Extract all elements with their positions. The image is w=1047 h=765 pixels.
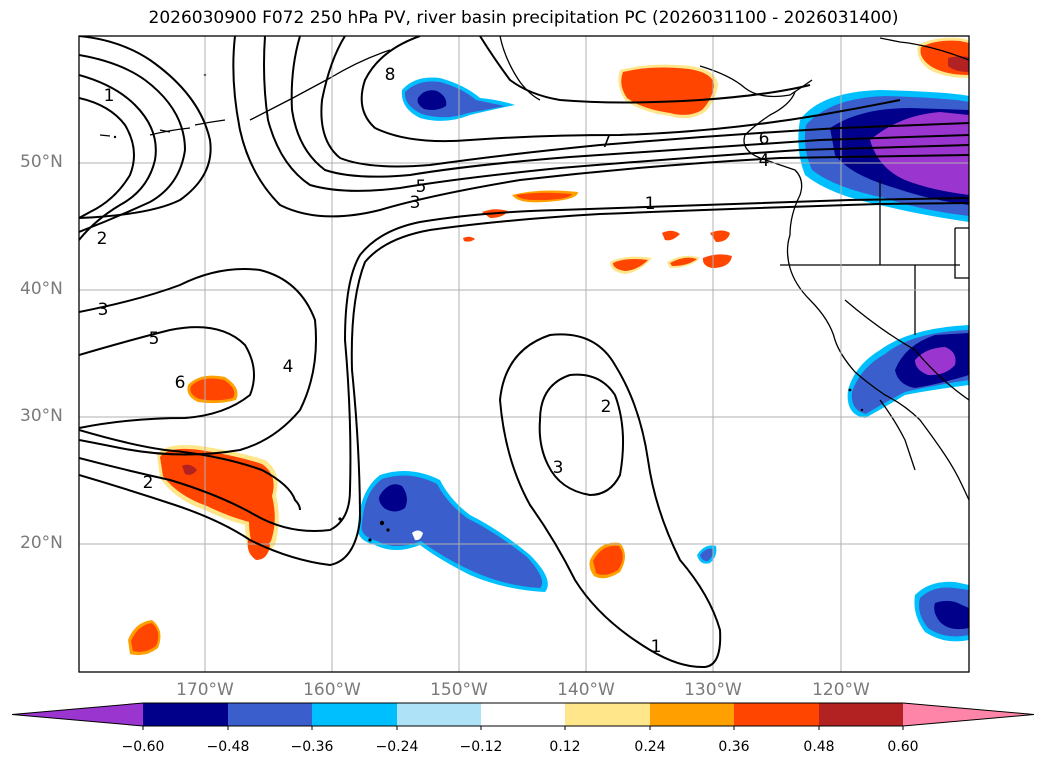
colorbar-segment: [397, 703, 481, 726]
coastlines: [99, 36, 969, 501]
map-area: 1 2 3 5 6 4 2 1 3 5 6 7 4 2 3 1 8: [79, 36, 969, 672]
contour-label: 2: [97, 229, 108, 249]
colorbar-segment: [734, 703, 819, 726]
lon-label: 160°W: [303, 680, 361, 700]
colorbar-tick-label: 0.48: [803, 739, 835, 755]
islands: [113, 73, 864, 542]
lon-label: 120°W: [812, 680, 870, 700]
contour-label: 2: [601, 397, 612, 417]
colorbar-segment: [650, 703, 734, 726]
colorbar-tick-label: −0.12: [459, 739, 503, 755]
map-frame: [78, 35, 970, 673]
contour-labels: 1 2 3 5 6 4 2 1 3 5 6 7 4 2 3 1 8: [97, 65, 770, 657]
contour-label: 2: [143, 473, 154, 493]
lon-label: 150°W: [430, 680, 488, 700]
colorbar-tick-label: −0.48: [206, 739, 250, 755]
lon-label: 130°W: [684, 680, 742, 700]
pv-contour-1-closed: [498, 333, 722, 669]
contour-label: 4: [283, 357, 294, 377]
colorbar-segment: [481, 703, 565, 726]
contour-label: 7: [601, 132, 612, 152]
contour-label: 3: [98, 300, 109, 320]
precip-strong-negative-california: [915, 347, 956, 376]
pv-contours: [79, 36, 969, 669]
colorbar-segment: [565, 703, 650, 726]
colorbar-tick-label: −0.24: [375, 739, 419, 755]
lat-label: 30°N: [20, 406, 63, 426]
colorbar-segment: [903, 703, 1034, 726]
contour-label: 1: [104, 86, 115, 106]
contour-label: 6: [175, 373, 186, 393]
colorbar-tick-label: 0.24: [634, 739, 666, 755]
contour-label: 5: [149, 329, 160, 349]
colorbar-segment: [143, 703, 228, 726]
gridlines: [79, 36, 969, 672]
lon-label: 170°W: [176, 680, 234, 700]
lat-label: 20°N: [20, 533, 63, 553]
contour-label: 1: [651, 637, 662, 657]
colorbar-tick-label: 0.36: [718, 739, 750, 755]
colorbar-segment: [228, 703, 312, 726]
colorbar-segment: [12, 703, 143, 726]
lon-label: 140°W: [557, 680, 615, 700]
lat-label: 40°N: [20, 279, 63, 299]
colorbar-tick-label: 0.60: [887, 739, 919, 755]
contour-label: 1: [645, 194, 656, 214]
colorbar-tick-label: −0.36: [290, 739, 334, 755]
colorbar-segment: [819, 703, 903, 726]
lat-label: 50°N: [20, 152, 63, 172]
contour-label: 5: [416, 177, 427, 197]
precip-strong-negative-pnw: [870, 112, 969, 195]
contour-label: 6: [759, 129, 770, 149]
contour-label: 4: [759, 151, 770, 171]
contour-label: 8: [385, 65, 396, 85]
map-title: 2026030900 F072 250 hPa PV, river basin …: [148, 8, 899, 28]
colorbar-segment: [312, 703, 397, 726]
contour-label: 3: [553, 458, 564, 478]
colorbar-tick-label: 0.12: [549, 739, 581, 755]
pv-contour-2-closed: [538, 373, 625, 497]
colorbar: [11, 702, 1035, 730]
contour-label: 3: [410, 193, 421, 213]
colorbar-tick-label: −0.60: [121, 739, 165, 755]
